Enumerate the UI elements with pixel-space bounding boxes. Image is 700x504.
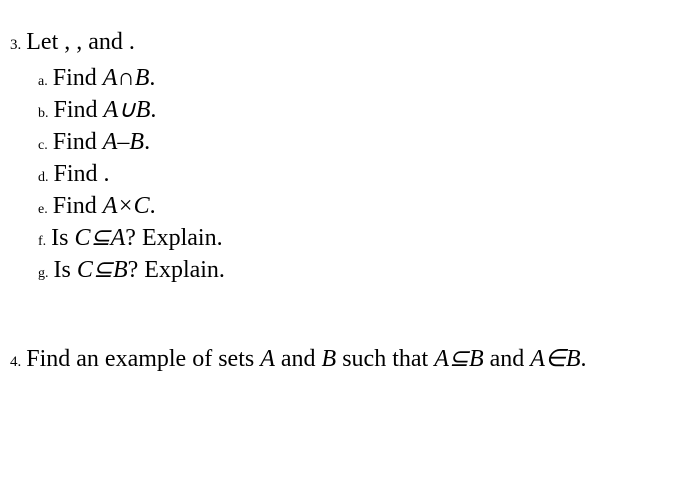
subitem-number: a. [38, 75, 48, 89]
subitem-text: Is C⊆A? Explain. [51, 223, 222, 253]
problem-3-stem: 3. Let , , and . [10, 28, 680, 57]
subitem-number: f. [38, 235, 46, 249]
math-expr: A∩B [103, 65, 150, 91]
problem-number: 3. [10, 38, 21, 53]
subitem-e: e. Find A×C. [38, 191, 680, 221]
subitem-text: Find A×C. [53, 191, 156, 221]
math-expr: C⊆A [75, 225, 126, 251]
math-expr: A⊆B [434, 346, 483, 372]
subitem-a: a. Find A∩B. [38, 63, 680, 93]
math-expr: C⊆B [77, 257, 128, 283]
math-var: A [260, 346, 275, 372]
math-expr: A∈B [530, 346, 580, 372]
math-expr: A∪B [104, 97, 151, 123]
problem-stem-text: Let , , and . [26, 28, 135, 57]
subitem-text: Find A–B. [53, 127, 150, 157]
subitem-text: Is C⊆B? Explain. [54, 255, 225, 285]
problem-3: 3. Let , , and . a. Find A∩B. b. Find A∪… [10, 28, 680, 285]
subitem-number: e. [38, 203, 48, 217]
subitem-number: c. [38, 139, 48, 153]
math-var: B [322, 346, 337, 372]
subitem-c: c. Find A–B. [38, 127, 680, 157]
subitem-g: g. Is C⊆B? Explain. [38, 255, 680, 285]
subitem-number: d. [38, 171, 49, 185]
math-expr: A×C [103, 193, 150, 219]
problem-3-subitems: a. Find A∩B. b. Find A∪B. c. Find A–B. d… [10, 63, 680, 285]
problem-stem-text: Find an example of sets A and B such tha… [26, 345, 586, 374]
subitem-text: Find . [54, 159, 110, 189]
problem-4: 4. Find an example of sets A and B such … [10, 345, 680, 374]
subitem-text: Find A∩B. [53, 63, 156, 93]
problem-4-stem: 4. Find an example of sets A and B such … [10, 345, 680, 374]
subitem-number: g. [38, 267, 49, 281]
subitem-number: b. [38, 107, 49, 121]
subitem-text: Find A∪B. [54, 95, 157, 125]
subitem-f: f. Is C⊆A? Explain. [38, 223, 680, 253]
subitem-b: b. Find A∪B. [38, 95, 680, 125]
subitem-d: d. Find . [38, 159, 680, 189]
math-expr: A–B [103, 129, 144, 155]
problem-number: 4. [10, 355, 21, 370]
